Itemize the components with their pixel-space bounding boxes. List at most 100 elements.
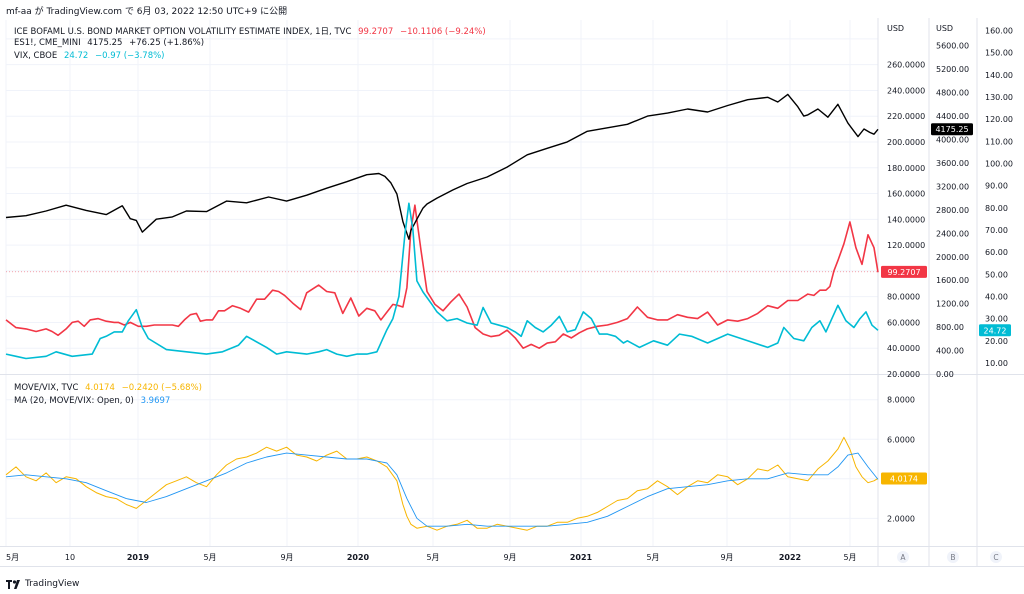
axis-tick-label: 100.00: [985, 159, 1013, 168]
time-axis-label: 2020: [347, 553, 370, 562]
axis-tick-label: 2000.00: [936, 253, 969, 262]
axis-tick-label: 150.00: [985, 49, 1013, 58]
axis-tick-label: 160.00: [985, 26, 1013, 35]
es-price-marker-label: 4175.25: [935, 125, 968, 134]
axis-tick-label: 6.0000: [887, 435, 915, 444]
vix-series-line: [5, 202, 879, 360]
axis-tick-label: 1200.00: [936, 300, 969, 309]
axis-button-label: A: [900, 553, 906, 562]
axis-tick-label: 70.00: [985, 226, 1008, 235]
legend-change: −10.1106 (−9.24%): [399, 27, 486, 37]
axis-tick-label: 4000.00: [936, 136, 969, 145]
axis-tick-label: 50.00: [985, 270, 1008, 279]
tradingview-logo[interactable]: TradingView: [6, 579, 79, 589]
axis-tick-label: 5600.00: [936, 42, 969, 51]
axis-tick-label: 40.0000: [887, 344, 920, 353]
pane-dividers: [0, 18, 1024, 567]
time-axis-label: 2019: [127, 553, 150, 562]
axis-tick-label: 220.0000: [887, 112, 925, 121]
legend-title: MA (20, MOVE/VIX: Open, 0): [14, 396, 134, 406]
legend-title: MOVE/VIX, TVC: [14, 383, 79, 393]
legend-move[interactable]: ICE BOFAML U.S. BOND MARKET OPTION VOLAT…: [14, 25, 486, 37]
time-axis-label: 10: [65, 553, 75, 562]
time-axis: 5月 10 2019 5月 9月 2020 5月 9月 2021 5月 9月 2022 5月 A B C: [6, 551, 1002, 563]
legend-ma[interactable]: MA (20, MOVE/VIX: Open, 0) 3.9697: [14, 396, 170, 406]
axis-tick-label: 2.0000: [887, 514, 915, 523]
legend-change: +76.25 (+1.86%): [129, 38, 205, 48]
vix-price-marker: [979, 324, 1011, 337]
axis-tick-label: 20.00: [985, 337, 1008, 346]
axis-button-b[interactable]: [947, 551, 959, 563]
bottom-pane-series: [5, 436, 879, 531]
legend-value: 24.72: [63, 51, 89, 61]
axis-tick-label: 80.0000: [887, 293, 920, 302]
axis-unit-label: USD: [936, 24, 953, 33]
axis-tick-label: 60.00: [985, 248, 1008, 257]
axis-tick-label: 60.0000: [887, 318, 920, 327]
axis-tick-label: 180.0000: [887, 164, 925, 173]
legend-vix[interactable]: VIX, CBOE 24.72 −0.97 (−3.78%): [14, 51, 165, 61]
axis-button-label: B: [950, 553, 955, 562]
axis-tick-label: 140.0000: [887, 215, 925, 224]
legend-title: VIX, CBOE: [14, 51, 58, 61]
legend-move-vix[interactable]: MOVE/VIX, TVC 4.0174 −0.2420 (−5.68%): [14, 383, 202, 393]
move-vix-series-line: [5, 436, 879, 531]
time-axis-label: 2021: [570, 553, 593, 562]
axis-tick-label: 400.00: [936, 347, 964, 356]
axis-tick-label: 240.0000: [887, 86, 925, 95]
axis-tick-label: 30.00: [985, 315, 1008, 324]
axis-tick-label: 130.00: [985, 93, 1013, 102]
axis-tick-label: 4800.00: [936, 89, 969, 98]
axis-tick-label: 90.00: [985, 182, 1008, 191]
axis-tick-label: 20.0000: [887, 370, 920, 379]
legend-value: 3.9697: [140, 396, 171, 406]
axis-button-c[interactable]: [990, 551, 1002, 563]
brand-name: TradingView: [25, 579, 80, 589]
axis-tick-label: 0.00: [936, 370, 954, 379]
time-axis-label: 9月: [720, 553, 733, 562]
legend-change: −0.2420 (−5.68%): [121, 383, 202, 393]
legend-value: 4.0174: [85, 383, 115, 393]
move-price-marker: [881, 265, 927, 278]
move-series-line: [5, 204, 879, 349]
legend-es[interactable]: ES1!, CME_MINI 4175.25 +76.25 (+1.86%): [14, 38, 204, 48]
axis-tick-label: 8.0000: [887, 396, 915, 405]
axis-unit-label: USD: [887, 24, 904, 33]
legend-title: ICE BOFAML U.S. BOND MARKET OPTION VOLAT…: [14, 27, 352, 37]
time-axis-label: 5月: [426, 553, 439, 562]
price-axis-c: 160.00 150.00 140.00 130.00 120.00 110.00 100.…: [985, 26, 1013, 367]
legend-value: 4175.25: [87, 38, 123, 48]
legend-value: 99.2707: [358, 27, 394, 37]
axis-tick-label: 800.00: [936, 323, 964, 332]
axis-tick-label: 80.00: [985, 204, 1008, 213]
legend-change: −0.97 (−3.78%): [94, 51, 165, 61]
es-series-line: [5, 93, 879, 240]
axis-tick-label: 4400.00: [936, 112, 969, 121]
axis-tick-label: 1600.00: [936, 276, 969, 285]
axis-tick-label: 40.00: [985, 292, 1008, 301]
price-axis-a: USD 260.0000 240.0000 220.0000 200.0000 180.0…: [887, 24, 925, 379]
axis-tick-label: 140.00: [985, 71, 1013, 80]
time-axis-label: 2022: [779, 553, 801, 562]
vix-price-marker-label: 24.72: [984, 326, 1007, 335]
grid: [5, 20, 878, 546]
axis-tick-label: 2400.00: [936, 229, 969, 238]
axis-tick-label: 5200.00: [936, 65, 969, 74]
ma-series-line: [5, 452, 879, 527]
time-axis-label: 9月: [503, 553, 516, 562]
time-axis-label: 5月: [843, 553, 856, 562]
price-axis-b: USD 5600.00 5200.00 4800.00 4400.00 4000.00 36…: [936, 24, 969, 379]
ratio-price-marker-label: 4.0174: [890, 474, 918, 483]
axis-button-label: C: [993, 553, 998, 562]
time-axis-label: 5月: [203, 553, 216, 562]
ratio-price-marker: [881, 472, 927, 485]
top-pane-series: [5, 93, 879, 360]
axis-button-a[interactable]: [897, 551, 909, 563]
price-markers: 99.2707 4175.25 24.72 4.0174: [881, 123, 1011, 485]
axis-tick-label: 3200.00: [936, 182, 969, 191]
publish-header: mf-aa が TradingView.com で 6月 03, 2022 12…: [6, 7, 288, 17]
axis-tick-label: 10.00: [985, 359, 1008, 368]
axis-tick-label: 160.0000: [887, 190, 925, 199]
